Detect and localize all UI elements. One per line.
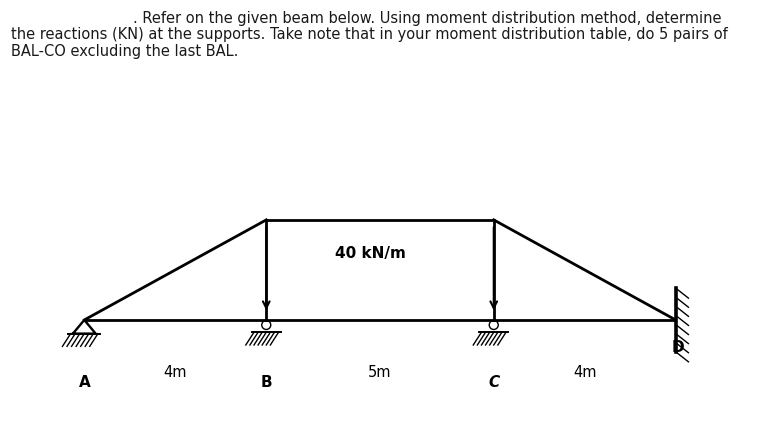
Text: 4m: 4m xyxy=(163,365,187,380)
Text: B: B xyxy=(261,374,272,390)
Text: 4m: 4m xyxy=(573,365,597,380)
Text: 40 kN/m: 40 kN/m xyxy=(335,247,407,261)
Text: BAL-CO excluding the last BAL.: BAL-CO excluding the last BAL. xyxy=(11,44,239,59)
Text: D: D xyxy=(672,341,684,355)
Text: A: A xyxy=(78,374,90,390)
Text: . Refer on the given beam below. Using moment distribution method, determine: . Refer on the given beam below. Using m… xyxy=(133,11,721,25)
Text: 5m: 5m xyxy=(369,365,391,380)
Text: C: C xyxy=(488,374,499,390)
Text: the reactions (KN) at the supports. Take note that in your moment distribution t: the reactions (KN) at the supports. Take… xyxy=(11,27,728,42)
